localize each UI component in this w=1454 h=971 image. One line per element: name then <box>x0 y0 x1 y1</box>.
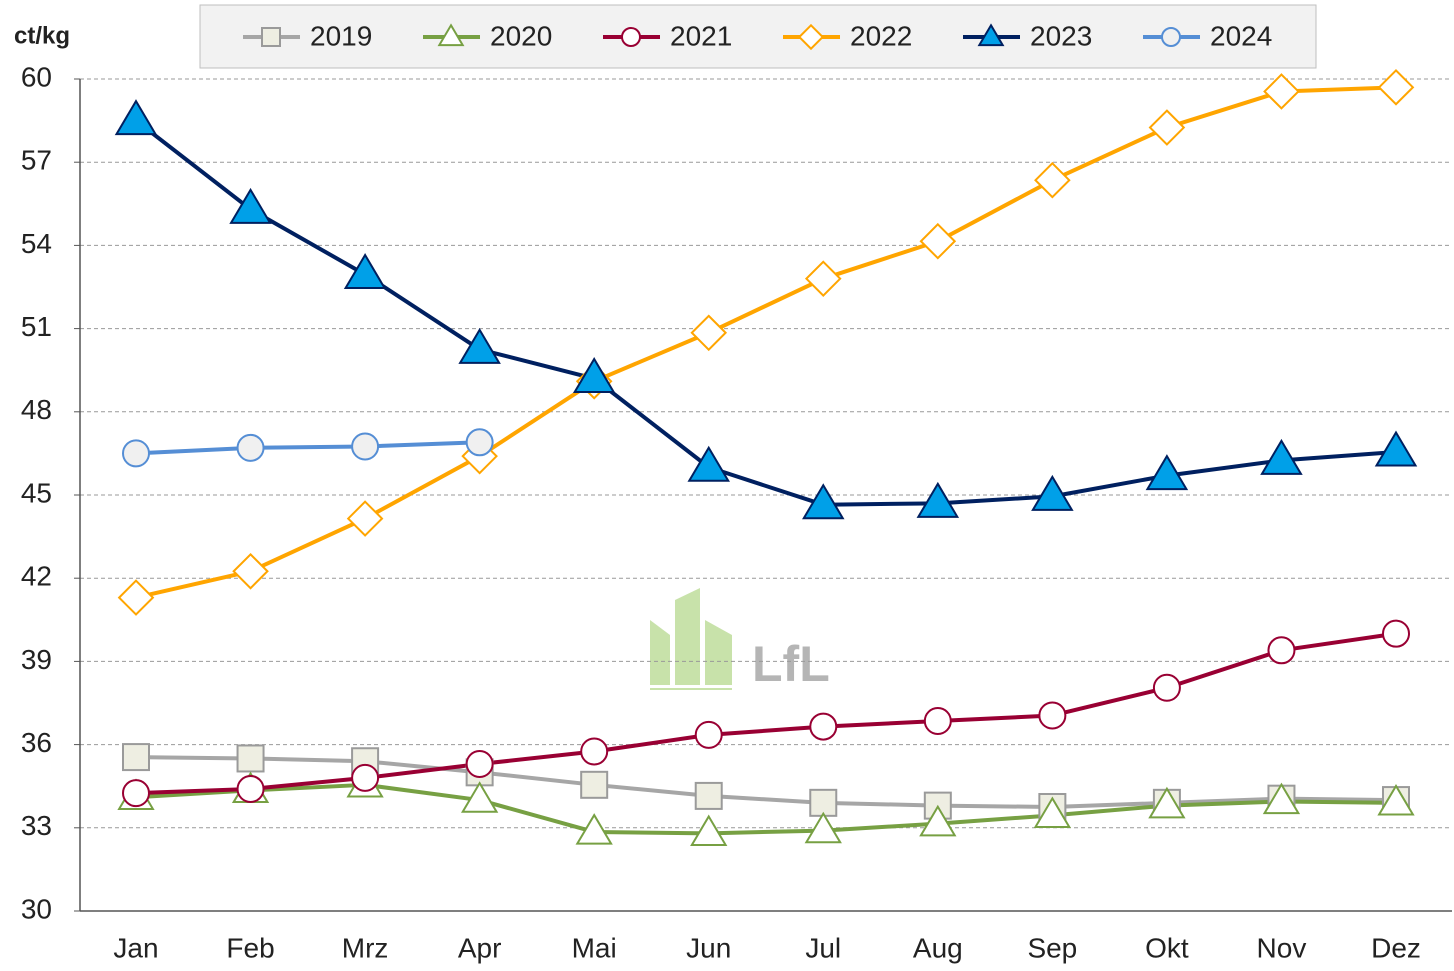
marker <box>690 314 728 352</box>
y-tick-label: 60 <box>21 61 52 92</box>
legend-label: 2022 <box>850 20 912 51</box>
marker <box>1031 474 1074 511</box>
marker <box>236 433 265 462</box>
marker <box>919 804 957 837</box>
x-tick-label: Sep <box>1027 932 1077 963</box>
y-tick-label: 51 <box>21 311 52 342</box>
marker <box>236 744 265 773</box>
y-tick-label: 48 <box>21 394 52 425</box>
marker <box>1267 636 1296 665</box>
marker <box>232 552 269 590</box>
marker <box>465 428 494 457</box>
marker <box>977 23 1005 47</box>
series-line <box>134 119 1397 507</box>
y-tick-label: 54 <box>21 228 52 259</box>
marker <box>122 743 150 772</box>
marker <box>1382 619 1410 648</box>
series-line <box>135 782 1397 836</box>
x-tick-label: Feb <box>226 932 274 963</box>
marker <box>122 779 150 808</box>
marker <box>1152 673 1181 702</box>
series-line <box>135 755 1397 809</box>
marker <box>1148 786 1186 819</box>
legend-label: 2021 <box>670 20 732 51</box>
y-tick-label: 33 <box>21 810 52 841</box>
marker <box>1145 454 1189 491</box>
marker <box>916 481 960 518</box>
marker <box>804 811 842 844</box>
marker <box>687 445 730 482</box>
y-tick-label: 36 <box>21 727 52 758</box>
series-line <box>135 631 1397 796</box>
y-tick-label: 39 <box>21 644 52 675</box>
x-tick-label: Apr <box>458 932 502 963</box>
marker <box>465 750 494 779</box>
y-tick-label: 45 <box>21 477 52 508</box>
legend-label: 2023 <box>1030 20 1092 51</box>
marker <box>694 781 723 810</box>
marker <box>458 327 501 364</box>
marker <box>261 27 281 47</box>
marker <box>1374 430 1418 467</box>
y-tick-label: 42 <box>21 561 52 592</box>
marker <box>1260 438 1303 475</box>
marker <box>1038 701 1067 730</box>
marker <box>923 707 952 736</box>
legend-box <box>199 4 1317 69</box>
marker <box>343 253 387 290</box>
marker <box>351 763 380 792</box>
legend-label: 2020 <box>490 20 552 51</box>
marker <box>694 720 723 749</box>
marker <box>621 27 641 47</box>
legend-label: 2019 <box>310 20 372 51</box>
series-line <box>135 85 1397 600</box>
marker <box>809 788 838 817</box>
legend-label: 2024 <box>1210 20 1272 51</box>
x-tick-label: Jan <box>113 932 158 963</box>
marker <box>1262 782 1301 815</box>
y-tick-label: 30 <box>21 893 52 924</box>
watermark-text: LfL <box>752 636 830 692</box>
marker <box>575 813 613 845</box>
marker <box>797 23 825 51</box>
x-tick-label: Nov <box>1257 932 1307 963</box>
marker <box>572 357 616 394</box>
marker <box>1161 27 1181 47</box>
marker <box>117 579 155 616</box>
marker <box>114 99 158 136</box>
marker <box>460 781 499 813</box>
marker <box>437 23 465 47</box>
x-tick-label: Jul <box>805 932 841 963</box>
marker <box>122 439 150 468</box>
marker <box>1377 69 1415 106</box>
marker <box>351 432 380 461</box>
marker <box>1034 161 1071 199</box>
marker <box>802 483 845 520</box>
series-line <box>135 440 480 456</box>
marker <box>1148 109 1186 146</box>
x-tick-label: Jun <box>686 932 731 963</box>
y-axis-label: ct/kg <box>14 22 70 49</box>
marker <box>1033 796 1072 829</box>
marker <box>346 500 384 537</box>
marker <box>580 737 609 766</box>
marker <box>580 770 609 799</box>
watermark-logo <box>650 588 732 690</box>
x-tick-label: Mai <box>572 932 617 963</box>
y-tick-label: 57 <box>21 145 52 176</box>
marker <box>236 774 265 803</box>
marker <box>1377 783 1415 816</box>
marker <box>690 814 728 847</box>
marker <box>809 712 838 741</box>
x-tick-label: Dez <box>1371 932 1421 963</box>
marker <box>1263 73 1300 110</box>
marker <box>229 187 272 224</box>
x-tick-label: Okt <box>1145 932 1189 963</box>
marker <box>804 260 842 297</box>
x-tick-label: Mrz <box>342 932 389 963</box>
marker <box>919 222 957 260</box>
x-tick-label: Aug <box>913 932 963 963</box>
